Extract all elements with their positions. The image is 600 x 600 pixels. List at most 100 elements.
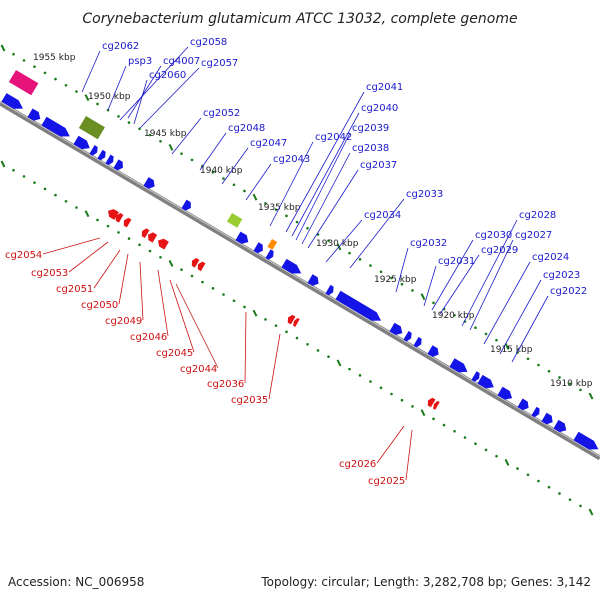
reverse-gene-arrow <box>427 397 436 408</box>
reverse-gene-label: cg2044 <box>180 364 217 375</box>
minor-tick <box>442 423 446 427</box>
major-tick <box>84 210 90 218</box>
forward-gene-label: cg2042 <box>315 132 352 143</box>
minor-tick <box>148 133 152 137</box>
forward-gene-label: cg2030 <box>475 230 512 241</box>
minor-tick <box>180 152 183 155</box>
minor-tick <box>54 77 57 81</box>
reverse-gene-arrow <box>433 400 440 410</box>
minor-tick <box>222 293 225 296</box>
reverse-gene-labels: cg2054 cg2053 cg2051 cg2050 cg2049 cg2046 cg20… <box>5 237 413 487</box>
minor-tick <box>558 376 561 379</box>
reverse-gene-arrow <box>197 261 206 272</box>
forward-gene-arrow <box>41 116 70 137</box>
forward-gene-label: cg4007 <box>163 56 200 67</box>
major-tick <box>420 293 426 301</box>
forward-gene-arrow <box>27 108 41 121</box>
label-leader <box>245 163 272 201</box>
minor-tick <box>526 357 530 361</box>
major-tick <box>168 260 174 267</box>
minor-tick <box>579 504 582 508</box>
major-tick <box>252 193 258 201</box>
label-leader <box>81 50 101 93</box>
label-leader <box>221 147 249 185</box>
reverse-gene-label: cg2035 <box>231 395 268 406</box>
kbp-label: 1950 kbp <box>88 92 131 102</box>
genome-backbone <box>0 100 600 461</box>
major-tick <box>336 359 342 367</box>
major-tick <box>588 392 594 400</box>
reverse-gene-label: cg2050 <box>81 300 118 311</box>
forward-gene-arrow <box>325 284 334 296</box>
forward-gene-arrow <box>1 93 23 109</box>
label-leader <box>483 261 531 345</box>
feature-track <box>8 69 278 250</box>
minor-tick <box>148 249 152 253</box>
forward-gene-label: cg2052 <box>203 108 240 119</box>
minor-tick <box>316 349 320 352</box>
forward-gene-arrow <box>449 358 468 373</box>
label-leader <box>269 141 314 227</box>
label-leader <box>175 283 219 369</box>
minor-tick <box>516 467 519 470</box>
minor-tick <box>400 398 404 402</box>
label-leader <box>157 269 169 337</box>
minor-tick <box>327 355 330 358</box>
minor-tick <box>264 202 267 205</box>
minor-tick <box>211 287 215 290</box>
label-leader <box>68 241 109 273</box>
label-leader <box>139 261 144 321</box>
minor-tick <box>117 115 120 118</box>
minor-tick <box>474 442 477 446</box>
minor-tick <box>537 479 540 483</box>
major-tick <box>504 342 510 350</box>
forward-gene-label: cg2023 <box>543 270 580 281</box>
forward-gene-label: cg2024 <box>532 252 569 263</box>
kbp-label: 1920 kbp <box>432 311 475 321</box>
major-tick <box>0 44 6 52</box>
major-tick <box>420 409 426 417</box>
minor-tick <box>264 318 267 321</box>
minor-tick <box>495 338 498 342</box>
label-leader <box>395 247 409 293</box>
minor-tick <box>537 363 540 367</box>
reverse-gene-label: cg2026 <box>339 459 376 470</box>
label-leader <box>127 65 162 119</box>
minor-tick <box>274 324 278 327</box>
minor-tick <box>54 193 57 197</box>
reverse-gene-label: cg2046 <box>130 332 167 343</box>
minor-tick <box>568 382 572 385</box>
minor-tick <box>579 388 582 392</box>
minor-tick <box>96 102 99 106</box>
minor-tick <box>232 183 236 187</box>
label-leader <box>301 152 351 245</box>
forward-gene-arrow <box>553 419 567 433</box>
major-tick <box>252 309 258 317</box>
forward-gene-label: cg2034 <box>364 210 401 221</box>
forward-gene-label: cg2028 <box>519 210 556 221</box>
lime-feature <box>226 213 243 228</box>
minor-tick <box>453 313 456 317</box>
forward-gene-arrow <box>335 290 382 321</box>
label-leader <box>295 132 351 241</box>
minor-tick <box>127 237 131 240</box>
minor-tick <box>106 108 110 112</box>
forward-gene-label: cg2031 <box>438 256 475 267</box>
reverse-gene-label: cg2025 <box>368 476 405 487</box>
minor-tick <box>306 342 309 346</box>
forward-gene-labels: cg2062 psp3 cg4007 cg2058 cg2060 cg2057 cg2052… <box>81 37 587 363</box>
label-leader <box>405 429 413 481</box>
major-tick <box>168 144 174 151</box>
minor-tick <box>180 268 183 271</box>
forward-gene-label: cg2060 <box>149 70 186 81</box>
forward-gene-arrow <box>477 374 494 389</box>
forward-gene-arrow <box>73 135 90 150</box>
minor-tick <box>43 187 47 191</box>
label-leader <box>42 237 101 255</box>
label-leader <box>268 333 281 400</box>
minor-tick <box>96 218 99 222</box>
minor-tick <box>400 282 404 286</box>
reverse-gene-arrow <box>148 232 158 243</box>
minor-tick <box>159 139 162 143</box>
